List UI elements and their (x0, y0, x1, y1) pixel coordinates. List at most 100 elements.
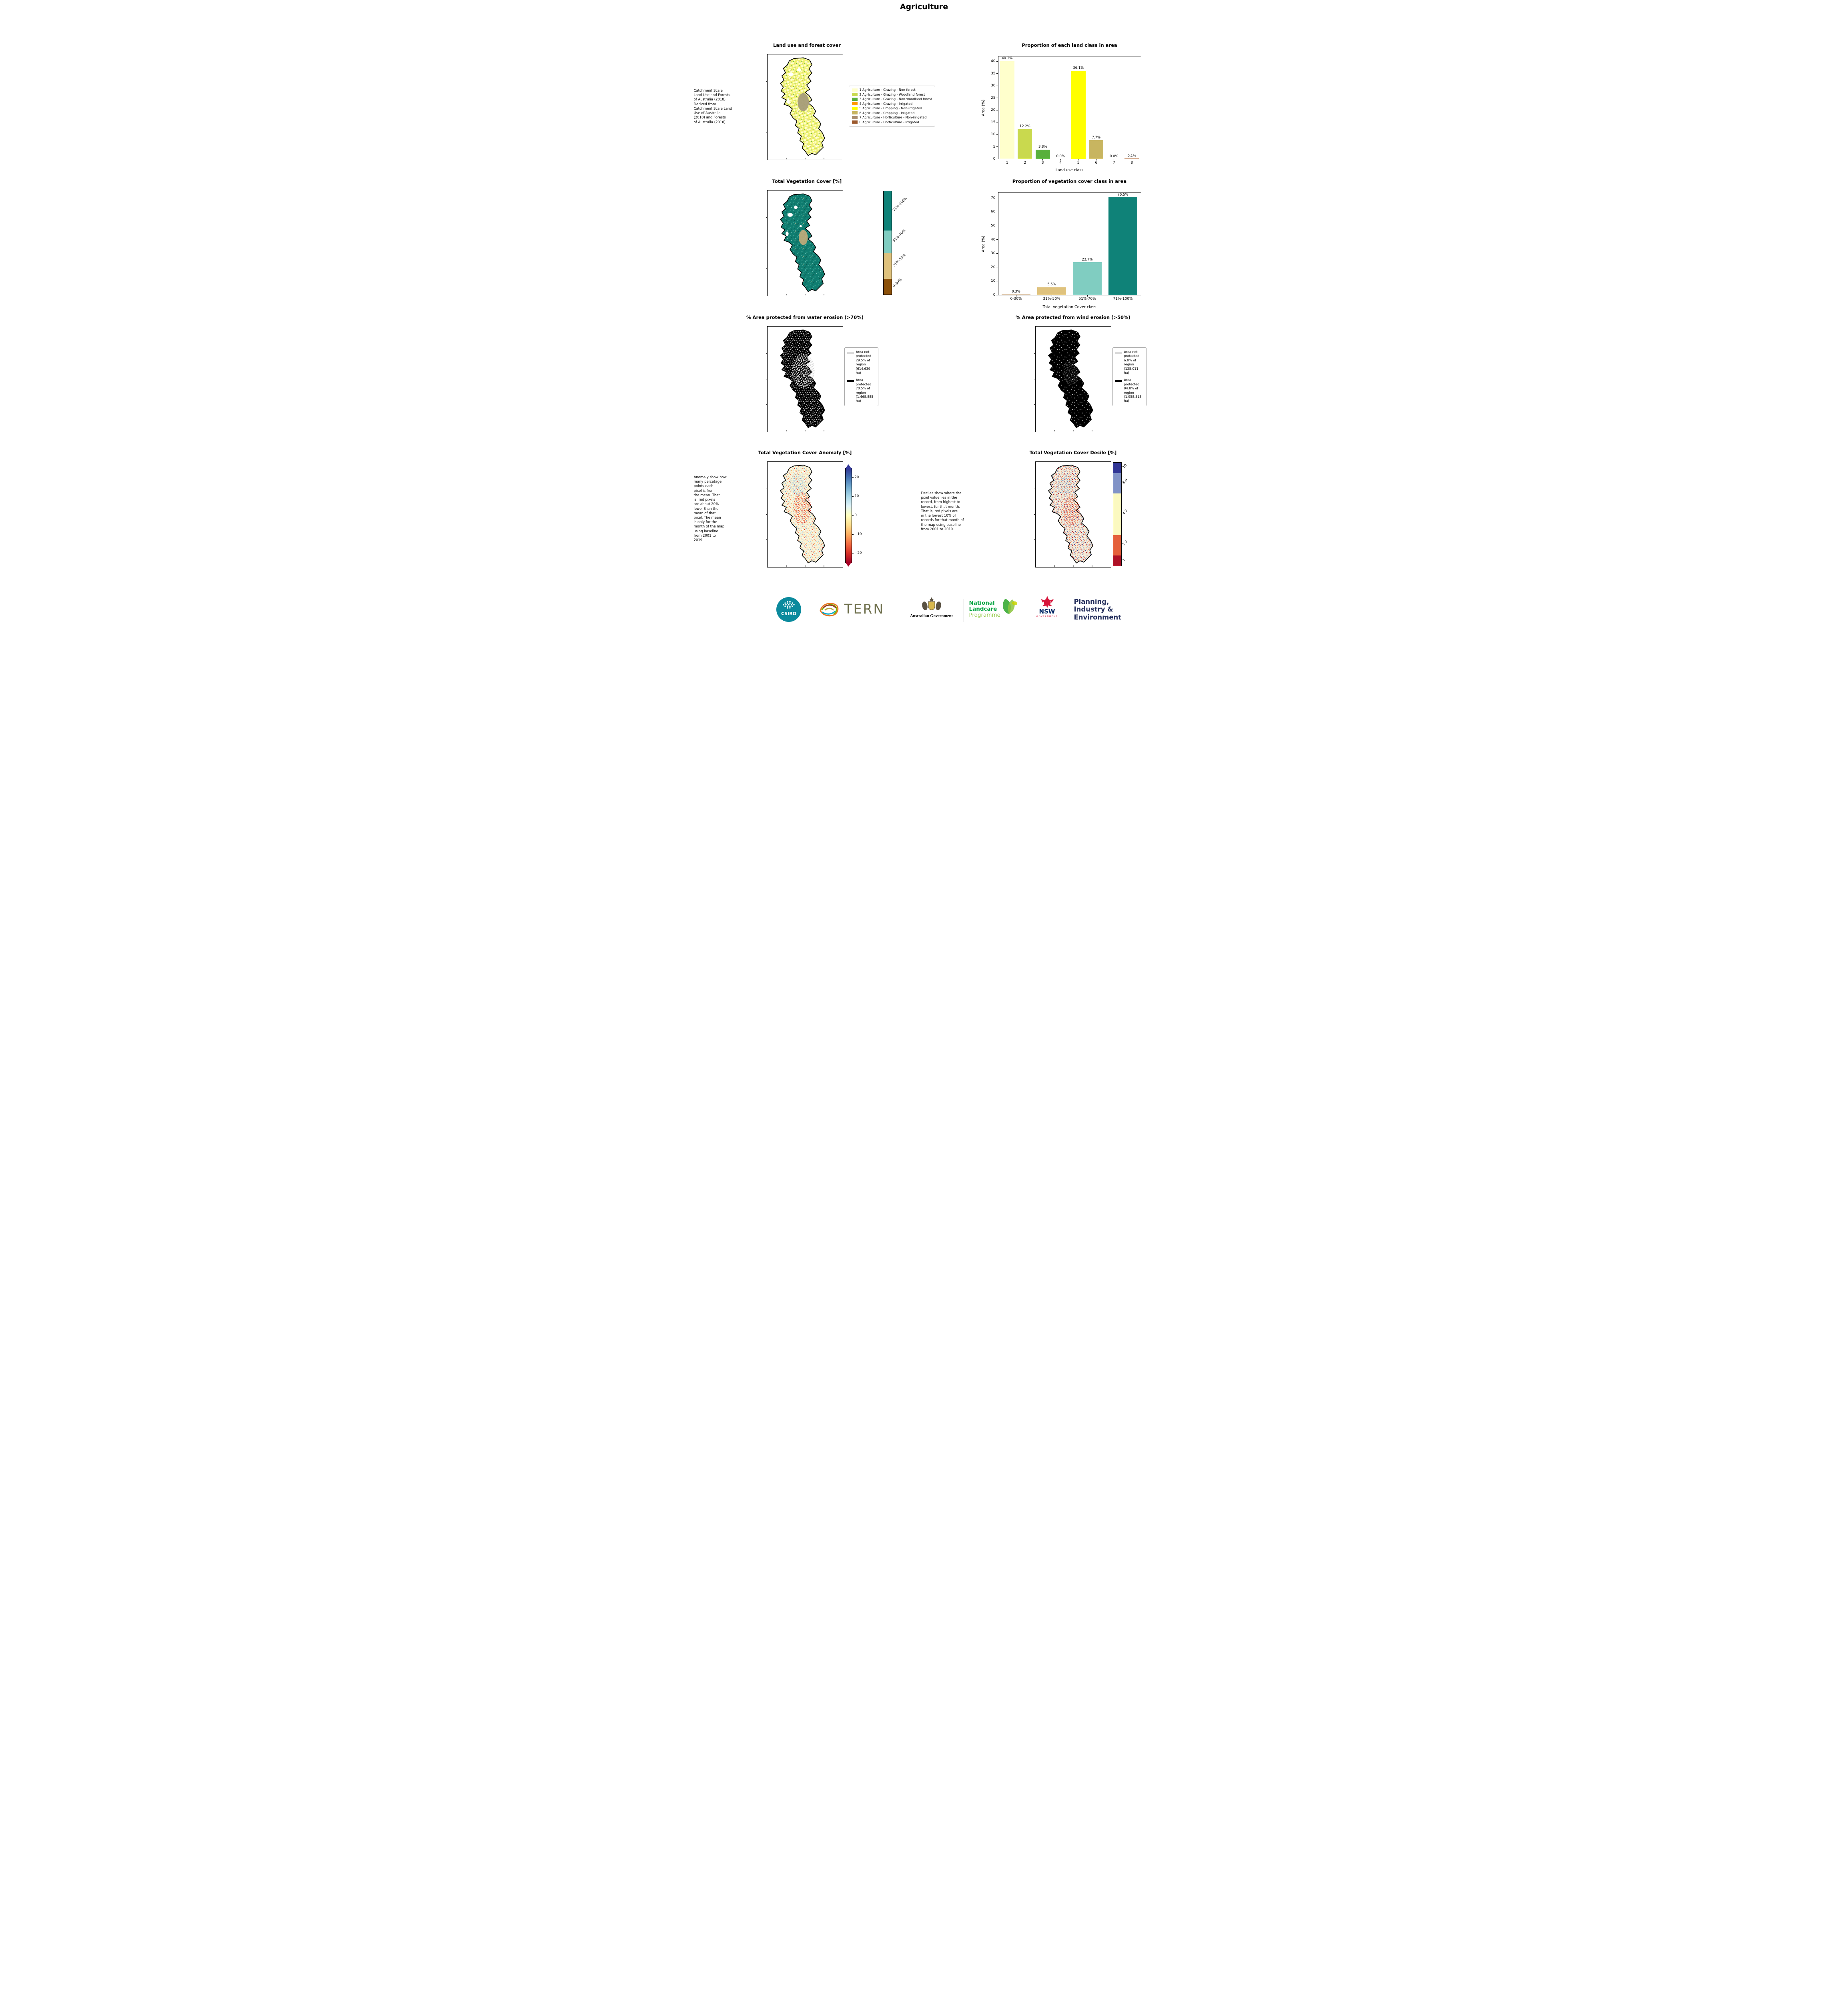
bar-value-label: 7.7% (1092, 135, 1101, 140)
y-tick-label: 50 (991, 224, 996, 228)
bar (1018, 129, 1032, 159)
y-tick-label: 40 (991, 59, 996, 64)
csiro-circle (776, 597, 801, 622)
bar-value-label: 70.5% (1117, 192, 1128, 197)
colorbar-segment (1113, 555, 1121, 566)
water-erosion-map (766, 326, 843, 432)
x-tick-label: 8 (1130, 161, 1133, 165)
x-tick-mark (1060, 159, 1061, 160)
legend-label: 8 Agriculture - Horticulture - Irrigated (859, 120, 919, 124)
legend-swatch (852, 97, 858, 101)
bar-value-label: 0.0% (1056, 154, 1065, 158)
decile-note: Deciles show where the pixel value lies … (921, 491, 964, 531)
y-tick-label: 40 (991, 237, 996, 242)
landcare-line2: Landcare (969, 606, 997, 613)
colorbar-segment (1113, 463, 1121, 473)
colorbar-tick-label: 71%-100% (892, 196, 908, 213)
ausgov-crest-icon (922, 597, 941, 610)
legend-label: 7 Agriculture - Horticulture - Non-irrig… (859, 116, 927, 119)
legend-label: Area not protected 29.5% of region (614,… (856, 350, 872, 375)
colorbar-tick-mark (852, 477, 854, 478)
x-tick-label: 7 (1112, 161, 1115, 165)
landuse-source-note: Catchment Scale Land Use and Forests of … (694, 89, 732, 124)
legend-label: 6 Agriculture - Cropping - Irrigated (859, 111, 915, 115)
x-tick-label: 4 (1059, 161, 1062, 165)
landuse-map-canvas (766, 57, 825, 160)
land-class-chart: 0 5 10 15 20 25 30 35 40 40.1% 1 12.2% 2 3.8% 3 0.0% 4 36… (991, 56, 1141, 165)
report-page: Agriculture Land use and forest cover Ca… (693, 0, 1155, 639)
planning-line3: Environment (1074, 613, 1122, 621)
colorbar-segment (1113, 473, 1121, 494)
legend-swatch (852, 116, 858, 119)
y-tick-mark (996, 134, 998, 135)
x-tick-label: 3 (1041, 161, 1044, 165)
legend-swatch (847, 380, 854, 382)
vegcover-chart-title: Proportion of vegetation cover class in … (1012, 178, 1127, 184)
anomaly-note: Anomaly show how many percetage points e… (694, 475, 727, 543)
colorbar-segment (1113, 493, 1121, 535)
colorbar-extend-max (845, 464, 851, 468)
legend-label: 5 Agriculture - Cropping - Non-irrigated (859, 106, 922, 110)
decile-colorbar: 10 8-9 4-7 2-3 1 (1112, 462, 1128, 566)
y-tick-label: 0 (993, 293, 996, 297)
vegcover-colorbar: 71%-100% 51%-70% 31%-50% 0-30% (883, 191, 908, 295)
x-tick-label: 5 (1077, 161, 1080, 165)
tern-wordmark: TERN (844, 601, 885, 617)
legend-swatch (847, 352, 854, 354)
map-axis-ticks (766, 217, 824, 296)
colorbar-tick-mark (852, 515, 854, 516)
bar (1037, 287, 1066, 295)
colorbar-tick-label: 2-3 (1121, 540, 1128, 547)
legend-item: 8 Agriculture - Horticulture - Irrigated (852, 120, 932, 124)
colorbar-tick-label: −20 (854, 551, 862, 555)
y-tick-label: 10 (991, 279, 996, 283)
vegcover-map-title: Total Vegetation Cover [%] (772, 178, 842, 184)
bar-value-label: 5.5% (1047, 283, 1056, 287)
legend-label: 3 Agriculture - Grazing - Non-woodland f… (859, 97, 932, 101)
wind-erosion-legend: Area not protected 6.0% of region (125,0… (1112, 347, 1146, 406)
legend-swatch (852, 111, 858, 114)
y-tick-label: 70 (991, 196, 996, 200)
bar (1124, 158, 1139, 159)
y-tick-mark (996, 253, 998, 254)
legend-swatch (852, 120, 858, 124)
legend-item: Area not protected 6.0% of region (125,0… (1115, 350, 1144, 375)
bar (1071, 70, 1086, 159)
water-erosion-title: % Area protected from water erosion (>70… (746, 315, 864, 320)
y-tick-label: 25 (991, 96, 996, 100)
bar (1089, 140, 1104, 159)
x-tick-label: 6 (1095, 161, 1098, 165)
landcare-line1: National (969, 600, 995, 606)
y-tick-mark (996, 61, 998, 62)
y-tick-label: 0 (993, 157, 996, 161)
colorbar-tick-mark (852, 496, 854, 497)
legend-item: 4 Agriculture - Grazing - Irrigated (852, 102, 932, 106)
colorbar-tick-label: 10 (854, 494, 859, 499)
y-tick-label: 20 (991, 108, 996, 112)
colorbar-segment (883, 191, 892, 231)
decile-map-title: Total Vegetation Cover Decile [%] (1029, 450, 1117, 455)
planning-line2: Industry & (1074, 606, 1113, 614)
colorbar-tick-label: 20 (854, 475, 859, 480)
nsw-waratah-icon (1040, 596, 1054, 608)
tern-australia-icon (819, 603, 838, 617)
legend-item: 1 Agriculture - Grazing - Non forest (852, 88, 932, 92)
y-tick-mark (996, 73, 998, 74)
legend-item: 3 Agriculture - Grazing - Non-woodland f… (852, 97, 932, 101)
colorbar-tick-mark (852, 534, 854, 535)
map-axis-ticks (766, 489, 824, 567)
y-tick-label: 15 (991, 120, 996, 124)
land-class-chart-xlabel: Land use class (1055, 168, 1084, 172)
wind-erosion-map-canvas (1034, 329, 1093, 432)
ausgov-wordmark: Australian Government (910, 614, 953, 618)
water-erosion-legend: Area not protected 29.5% of region (614,… (844, 347, 878, 406)
colorbar-segment (883, 279, 892, 295)
y-tick-mark (996, 146, 998, 147)
colorbar-tick-label: 51%-70% (892, 229, 906, 243)
x-tick-label: 2 (1024, 161, 1026, 165)
map-axis-ticks (1034, 353, 1092, 432)
y-tick-label: 20 (991, 265, 996, 269)
legend-swatch (1115, 352, 1122, 354)
colorbar-tick-label: −10 (854, 532, 862, 536)
bar (1000, 61, 1014, 159)
